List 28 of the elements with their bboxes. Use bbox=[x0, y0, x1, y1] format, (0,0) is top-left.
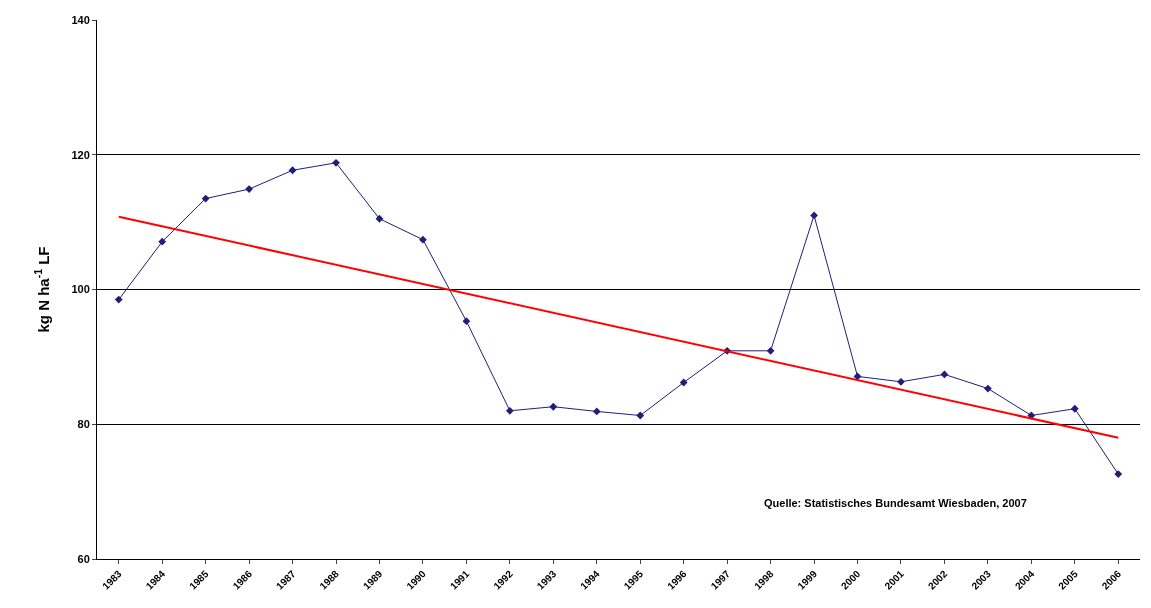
point bbox=[158, 237, 167, 246]
point bbox=[288, 166, 297, 175]
y-tick-label: 80 bbox=[77, 418, 90, 431]
point bbox=[375, 214, 384, 223]
point bbox=[201, 194, 210, 203]
point bbox=[636, 411, 645, 420]
y-tick-label: 60 bbox=[77, 552, 90, 565]
point bbox=[245, 185, 253, 194]
y-tick-label: 140 bbox=[71, 13, 90, 26]
y-tick-label: 120 bbox=[71, 148, 90, 161]
point bbox=[1070, 404, 1079, 413]
point bbox=[1114, 470, 1123, 479]
point bbox=[984, 384, 992, 393]
point bbox=[897, 377, 905, 386]
point bbox=[810, 211, 818, 220]
point bbox=[592, 407, 601, 416]
point bbox=[549, 402, 558, 411]
point bbox=[940, 370, 949, 379]
y-tick-label: 100 bbox=[71, 283, 90, 296]
annotation: Quelle: Statistisches Bundesamt Wiesbaden, 2007 bbox=[764, 497, 1027, 509]
point bbox=[114, 295, 123, 304]
point bbox=[505, 406, 514, 415]
point bbox=[332, 158, 340, 167]
point bbox=[462, 317, 471, 326]
point bbox=[419, 235, 427, 244]
point bbox=[679, 378, 688, 387]
point bbox=[1027, 411, 1036, 420]
point bbox=[766, 346, 775, 355]
